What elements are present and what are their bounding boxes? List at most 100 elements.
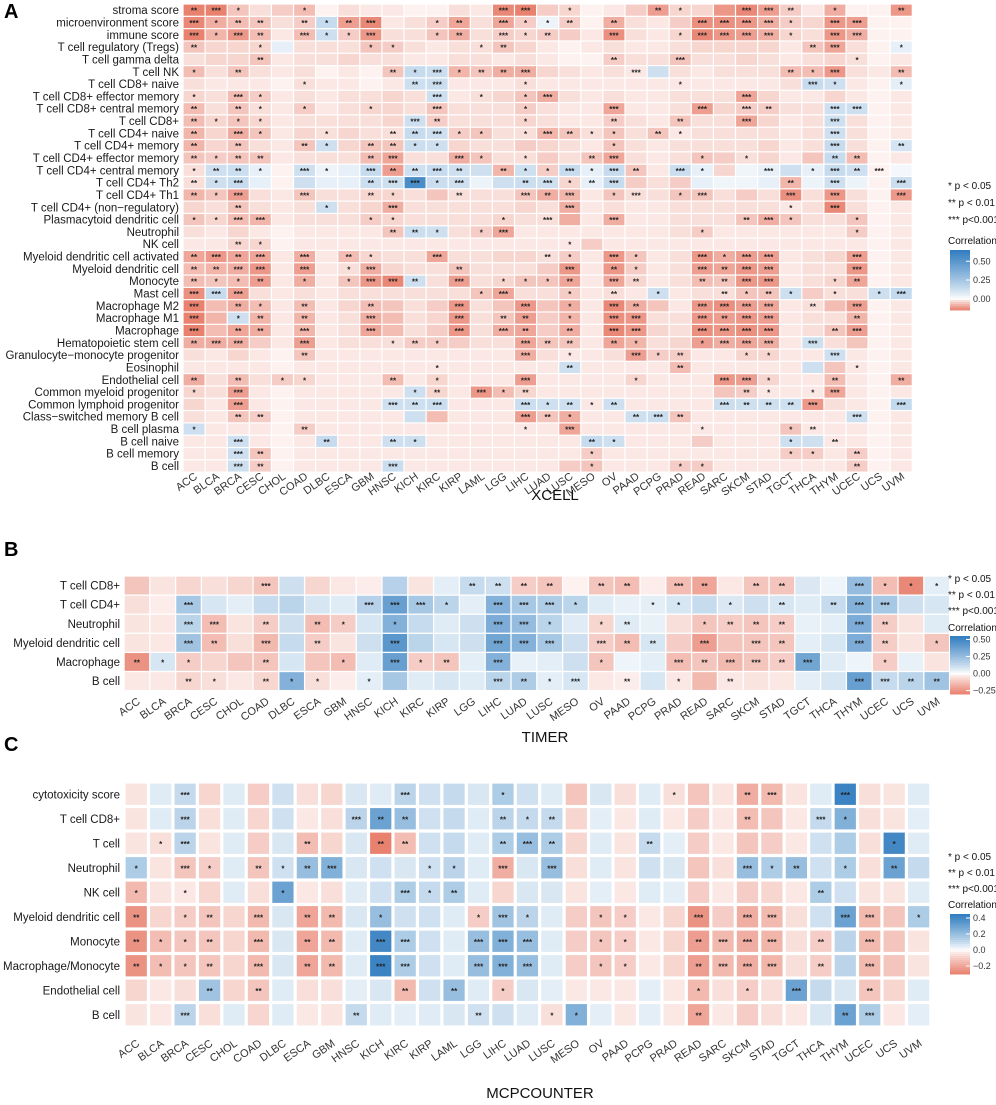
heatmap-cell bbox=[824, 263, 846, 275]
heatmap-cell bbox=[537, 41, 559, 53]
heatmap-cell bbox=[625, 423, 647, 435]
heatmap-cell bbox=[824, 460, 846, 472]
heatmap-cell bbox=[802, 324, 824, 337]
heatmap-cell bbox=[758, 386, 780, 398]
significance-mark: * bbox=[501, 791, 505, 800]
heatmap-cell bbox=[846, 214, 868, 226]
heatmap-cell bbox=[198, 832, 221, 854]
heatmap-cell bbox=[272, 832, 294, 854]
heatmap-cell bbox=[614, 881, 636, 903]
heatmap-cell bbox=[780, 460, 802, 472]
significance-mark: *** bbox=[499, 327, 509, 336]
heatmap-cell bbox=[846, 164, 868, 176]
x-tick-label: UCS bbox=[859, 471, 885, 494]
significance-mark: * bbox=[657, 290, 661, 299]
heatmap-cell bbox=[515, 189, 536, 201]
significance-mark: ** bbox=[257, 19, 264, 28]
colorbar-segment bbox=[950, 938, 970, 941]
heatmap-cell bbox=[485, 633, 511, 652]
significance-mark: ** bbox=[611, 290, 618, 299]
heatmap-cell bbox=[426, 300, 448, 312]
significance-mark: ** bbox=[832, 438, 839, 447]
significance-mark: ** bbox=[695, 962, 702, 971]
significance-mark: *** bbox=[742, 253, 752, 262]
heatmap-cell bbox=[493, 324, 514, 337]
heatmap-cell bbox=[448, 140, 470, 152]
heatmap-cell bbox=[426, 103, 448, 115]
heatmap-cell bbox=[821, 672, 846, 690]
heatmap-cell bbox=[769, 576, 795, 595]
heatmap-cell bbox=[515, 16, 536, 29]
heatmap-cell bbox=[470, 189, 492, 201]
heatmap-cell bbox=[205, 263, 227, 275]
significance-mark: ** bbox=[721, 278, 728, 287]
heatmap-cell bbox=[834, 930, 856, 952]
heatmap-cell bbox=[603, 177, 625, 189]
significance-mark: *** bbox=[211, 290, 221, 299]
x-tick-label: KIRC bbox=[398, 696, 426, 721]
heatmap-cell bbox=[183, 164, 205, 176]
heatmap-cell bbox=[382, 374, 404, 386]
significance-mark: *** bbox=[808, 401, 818, 410]
significance-mark: * bbox=[391, 216, 395, 225]
significance-mark: ** bbox=[677, 352, 684, 361]
heatmap-cell bbox=[272, 955, 294, 977]
significance-mark: ** bbox=[206, 962, 213, 971]
heatmap-cell bbox=[125, 1004, 147, 1026]
heatmap-cell bbox=[249, 238, 271, 250]
heatmap-cell bbox=[692, 633, 717, 652]
colorbar-segment bbox=[950, 914, 970, 917]
significance-mark: * bbox=[844, 864, 848, 873]
heatmap-cell bbox=[316, 140, 338, 152]
heatmap-cell bbox=[205, 411, 227, 423]
heatmap-cell bbox=[249, 16, 271, 29]
x-tick-label: KIRP bbox=[407, 1038, 435, 1063]
heatmap-cell bbox=[205, 374, 227, 386]
heatmap-cell bbox=[404, 78, 426, 90]
heatmap-cell bbox=[124, 614, 150, 633]
heatmap-cell bbox=[537, 614, 562, 633]
significance-mark: *** bbox=[432, 253, 442, 262]
heatmap-cell bbox=[537, 653, 562, 671]
significance-mark: ** bbox=[257, 278, 264, 287]
heatmap-cell bbox=[338, 312, 360, 324]
heatmap-cell bbox=[691, 435, 713, 447]
heatmap-cell bbox=[183, 16, 205, 29]
significance-mark: *** bbox=[830, 389, 840, 398]
heatmap-cell bbox=[537, 140, 559, 152]
heatmap-cell bbox=[541, 783, 563, 805]
heatmap-cell bbox=[736, 881, 759, 903]
heatmap-cell bbox=[581, 127, 603, 139]
heatmap-cell bbox=[419, 930, 441, 952]
heatmap-cell bbox=[603, 361, 625, 373]
heatmap-cell bbox=[824, 127, 846, 139]
significance-mark: *** bbox=[366, 315, 376, 324]
heatmap-cell bbox=[718, 672, 743, 690]
colorbar-segment bbox=[950, 290, 970, 293]
heatmap-cell bbox=[537, 214, 559, 226]
heatmap-cell bbox=[338, 66, 360, 78]
heatmap-cell bbox=[338, 140, 360, 152]
heatmap-cell bbox=[316, 152, 338, 164]
heatmap-cell bbox=[470, 201, 492, 213]
significance-mark: *** bbox=[764, 265, 774, 274]
heatmap-cell bbox=[515, 90, 536, 102]
significance-mark: * bbox=[436, 364, 440, 373]
significance-mark: *** bbox=[855, 582, 865, 591]
colorbar-segment bbox=[950, 682, 970, 685]
significance-mark: * bbox=[524, 19, 528, 28]
heatmap-cell bbox=[382, 263, 404, 275]
heatmap-cell bbox=[537, 226, 559, 238]
heatmap-cell bbox=[294, 398, 315, 410]
heatmap-cell bbox=[537, 238, 559, 250]
heatmap-cell bbox=[294, 448, 315, 460]
heatmap-cell bbox=[824, 337, 846, 349]
significance-mark: *** bbox=[388, 401, 398, 410]
significance-mark: ** bbox=[368, 155, 375, 164]
heatmap-cell bbox=[714, 460, 735, 472]
significance-mark: *** bbox=[254, 962, 264, 971]
heatmap-cell bbox=[227, 576, 253, 595]
heatmap-cell bbox=[419, 1004, 441, 1026]
significance-mark: * bbox=[844, 815, 848, 824]
significance-mark: *** bbox=[184, 601, 194, 610]
